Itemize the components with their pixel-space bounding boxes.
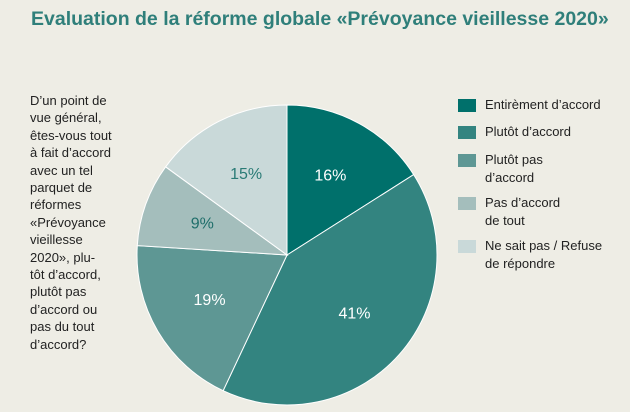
slice-label: 15%: [230, 166, 262, 183]
legend-label: Plutôt d’accord: [485, 124, 571, 139]
pie-slice: [136, 166, 289, 256]
legend-swatch: [458, 240, 476, 253]
legend-swatch: [458, 197, 476, 210]
slice-label: 41%: [338, 306, 370, 323]
legend-swatch: [458, 126, 476, 139]
legend-item: Plutôt d’accord: [458, 124, 571, 141]
legend-label: Entirèment d’accord: [485, 97, 601, 112]
pie-slice: [286, 104, 415, 256]
pie-slice: [136, 245, 288, 392]
slice-label: 9%: [191, 216, 214, 233]
legend-label: Ne sait pas / Refuse de répondre: [485, 238, 603, 271]
pie-slice: [164, 104, 288, 256]
legend-swatch: [458, 99, 476, 112]
slice-label: 16%: [314, 167, 346, 184]
legend-item: Entirèment d’accord: [458, 97, 601, 114]
pie-slice: [222, 173, 438, 406]
legend-swatch: [458, 154, 476, 167]
chart-title: Evaluation de la réforme globale «Prévoy…: [31, 8, 609, 30]
slice-label: 19%: [194, 292, 226, 309]
legend-item: Plutôt pas d’accord: [458, 152, 543, 187]
legend-item: Pas d’accord de tout: [458, 195, 560, 230]
legend-label: Pas d’accord de tout: [485, 195, 561, 228]
legend-label: Plutôt pas d’accord: [485, 152, 543, 185]
question-text: D’un point de vue général, êtes-vous tou…: [30, 93, 112, 352]
legend-item: Ne sait pas / Refuse de répondre: [458, 238, 602, 273]
